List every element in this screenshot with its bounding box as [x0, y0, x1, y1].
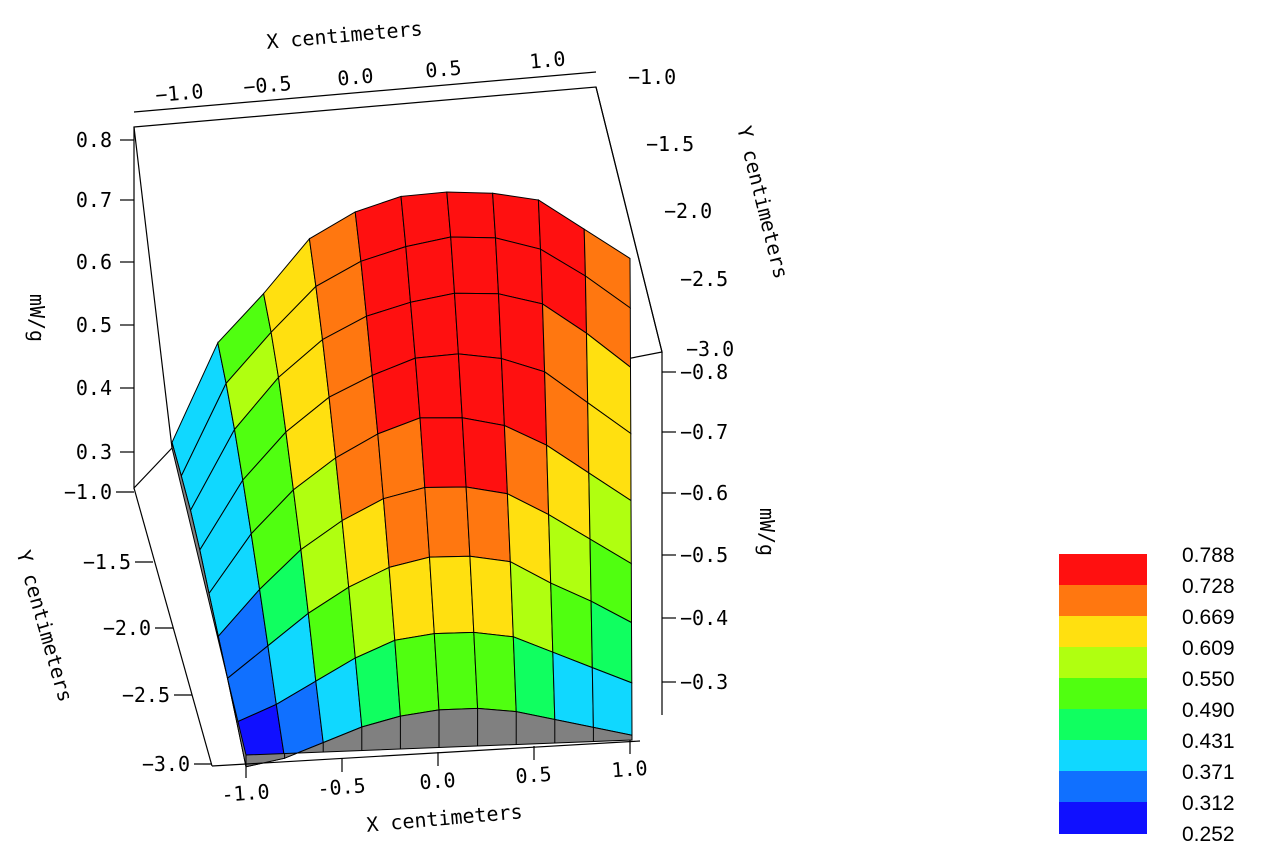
- legend-label: 0.252: [1182, 823, 1235, 846]
- legend-label: 0.490: [1182, 699, 1235, 722]
- y-axis-label-right: Y centimeters: [732, 123, 793, 281]
- legend-label: 0.312: [1182, 792, 1235, 815]
- z-right-tick-label: −0.6: [680, 481, 728, 505]
- y-tick-label: −2.0: [103, 616, 151, 640]
- z-right-tick-label: −0.7: [680, 420, 728, 444]
- surface-facet: [453, 292, 502, 360]
- y-tick-label: −3.0: [142, 752, 190, 776]
- surface: [171, 191, 633, 768]
- z-right-tick-label: −0.5: [680, 543, 728, 567]
- z-tick-label: 0.6: [76, 250, 112, 274]
- surface-facet: [382, 486, 431, 569]
- legend-swatch: [1059, 554, 1147, 586]
- y-right-tick-label: −2.5: [680, 267, 728, 291]
- x-tick-label: -1.0: [221, 779, 271, 806]
- legend-label: 0.669: [1182, 606, 1235, 629]
- x-tick-label: 0.0: [419, 768, 457, 794]
- z-tick-label: 0.7: [76, 188, 112, 212]
- surface-facet: [465, 486, 511, 563]
- legend-label: 0.431: [1182, 730, 1235, 753]
- x-top-tick-label: −1.0: [154, 79, 204, 107]
- surface-facet: [446, 191, 497, 239]
- legend-swatch: [1059, 771, 1147, 803]
- legend-label: 0.728: [1182, 575, 1235, 598]
- surface-facet: [405, 236, 456, 303]
- surface-facet: [450, 236, 500, 295]
- z-axis-label-right: mW/g: [755, 508, 779, 556]
- front-wall: [171, 442, 633, 768]
- y-axis-left-line: [133, 487, 213, 767]
- surface-facet: [394, 633, 440, 717]
- legend-label: 0.371: [1182, 761, 1235, 784]
- legend-label: 0.788: [1182, 544, 1235, 567]
- y-right-tick-label: −1.0: [628, 65, 676, 89]
- surface-facet: [414, 353, 463, 419]
- left-edge: [133, 127, 173, 490]
- legend-label: 0.609: [1182, 637, 1235, 660]
- x-tick-label: -0.5: [317, 773, 367, 800]
- y-right-tick-label: −2.0: [664, 199, 712, 223]
- x-axis-label-top: X centimeters: [265, 16, 423, 54]
- y-axis-label-left: Y centimeters: [12, 548, 78, 705]
- surface-facet: [433, 631, 479, 711]
- z-tick-label: 0.8: [76, 128, 112, 152]
- x-axis-top-line: [133, 71, 597, 113]
- surface-facet: [424, 486, 471, 558]
- x-top-tick-label: 0.5: [424, 55, 462, 82]
- surface-facet: [388, 556, 435, 641]
- x-top-tick-label: −0.5: [242, 71, 292, 99]
- x-axis-label-bottom: X centimeters: [365, 799, 523, 837]
- x-top-tick-label: 0.0: [336, 63, 374, 90]
- left-skirt: [171, 442, 247, 767]
- surface-facet: [419, 417, 467, 489]
- y-tick-label: −1.0: [64, 480, 112, 504]
- z-tick-label: 0.3: [76, 440, 112, 464]
- y-tick-label: −1.5: [83, 550, 131, 574]
- back-edge: [595, 86, 663, 715]
- surface-facet: [469, 555, 514, 638]
- y-right-tick-label: −3.0: [686, 337, 734, 361]
- z-tick-label: 0.4: [76, 376, 112, 400]
- color-legend: 0.788 0.728 0.669 0.609 0.550 0.490 0.431 0.371…: [1059, 544, 1235, 846]
- z-right-tick-label: −0.8: [680, 360, 728, 384]
- x-tick-label: 1.0: [611, 756, 649, 782]
- x-top-tick-label: 1.0: [528, 46, 566, 73]
- surface-facet: [494, 237, 544, 305]
- legend-swatch: [1059, 740, 1147, 772]
- legend-swatch: [1059, 678, 1147, 710]
- surface-facet: [409, 292, 459, 359]
- surface-facet: [473, 631, 517, 713]
- legend-swatch: [1059, 709, 1147, 741]
- z-right-tick-label: −0.4: [680, 606, 728, 630]
- legend-swatch: [1059, 802, 1147, 834]
- z-axis-label-left: mW/g: [25, 294, 49, 342]
- legend-swatch: [1059, 585, 1147, 617]
- x-tick-label: 0.5: [515, 762, 553, 788]
- surface-facet: [461, 417, 508, 495]
- surface-facet: [428, 555, 475, 635]
- surface-facet: [457, 353, 505, 427]
- y-right-tick-label: −1.5: [646, 132, 694, 156]
- legend-label: 0.550: [1182, 668, 1235, 691]
- z-tick-label: 0.5: [76, 313, 112, 337]
- legend-swatch: [1059, 616, 1147, 648]
- z-right-tick-label: −0.3: [680, 670, 728, 694]
- y-tick-label: −2.5: [122, 683, 170, 707]
- legend-swatch: [1059, 647, 1147, 679]
- x-axis-bottom-line: [211, 740, 641, 767]
